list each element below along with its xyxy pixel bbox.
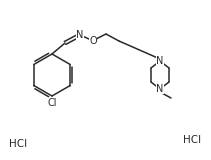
Text: Cl: Cl bbox=[47, 98, 57, 108]
Text: HCl: HCl bbox=[9, 139, 27, 149]
Text: HCl: HCl bbox=[183, 135, 201, 145]
Text: N: N bbox=[156, 56, 164, 66]
Text: N: N bbox=[76, 30, 84, 40]
Text: O: O bbox=[89, 36, 97, 46]
Text: N: N bbox=[156, 84, 164, 94]
